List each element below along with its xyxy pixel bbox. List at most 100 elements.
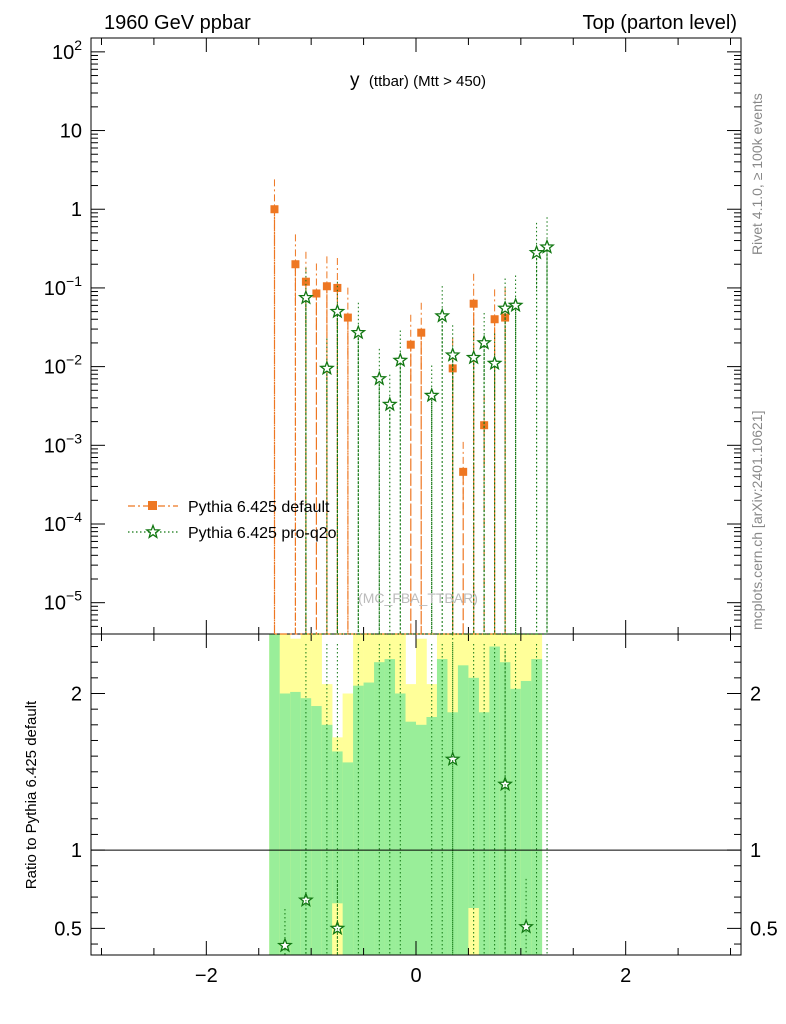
ratio-point-proq2o — [297, 891, 314, 908]
y-tick-label-main: 1 — [71, 199, 82, 221]
legend-proq2o-label: Pythia 6.425 pro-q2o — [188, 525, 337, 542]
data-point-proq2o — [444, 346, 461, 362]
y-tick-label-main: 10−1 — [44, 273, 82, 300]
data-point-proq2o — [476, 334, 493, 350]
data-point-default — [333, 283, 342, 292]
header-left-title: 1960 GeV ppbar — [104, 12, 251, 34]
ratio-series — [277, 634, 548, 955]
data-point-default — [459, 467, 468, 476]
data-point-proq2o — [539, 238, 555, 254]
band-green-bin — [520, 680, 532, 955]
ratio-y-axis-label: Ratio to Pythia 6.425 default — [23, 700, 40, 889]
band-green-bin — [436, 659, 448, 955]
data-point-proq2o — [465, 349, 482, 365]
legend-proq2o-marker — [145, 523, 161, 539]
analysis-label: (MC_FBA_TTBAR) — [358, 590, 478, 606]
band-green-bin — [290, 691, 301, 955]
data-point-default — [322, 282, 331, 291]
y-tick-label-main: 102 — [52, 37, 82, 64]
band-green-bin — [510, 688, 522, 955]
x-tick-label: −2 — [195, 965, 218, 987]
band-green-bin — [478, 712, 490, 955]
header-right-title: Top (parton level) — [582, 12, 737, 34]
data-point-proq2o — [434, 307, 451, 323]
y-tick-label-exponent: 2 — [74, 37, 82, 53]
data-point-default — [490, 315, 499, 324]
data-point-default — [270, 205, 279, 214]
band-green-bin — [531, 659, 543, 955]
data-point-proq2o — [297, 289, 314, 305]
y-tick-label-base: 10 — [44, 435, 66, 457]
y-tick-label-main: 10−3 — [44, 430, 82, 457]
y-tick-label-exponent: −4 — [66, 509, 82, 525]
y-tick-label-base: 10 — [44, 357, 66, 379]
legend-default-marker — [148, 501, 157, 510]
y-tick-label-base: 10 — [44, 593, 66, 615]
band-green-bin — [405, 721, 417, 955]
y-tick-label-ratio-right: 1 — [750, 840, 761, 862]
band-green-bin — [363, 682, 375, 955]
data-series — [270, 179, 555, 635]
data-point-proq2o — [371, 370, 388, 386]
x-tick-label: 0 — [410, 965, 421, 987]
y-tick-label-base: 10 — [44, 514, 66, 536]
plot-title-main: y — [350, 70, 360, 91]
legend: Pythia 6.425 default Pythia 6.425 pro-q2… — [128, 499, 337, 542]
ratio-point-proq2o — [329, 920, 346, 936]
y-tick-label-base: 10 — [52, 42, 74, 64]
plot-title-small: (ttbar) (Mtt > 450) — [369, 73, 486, 90]
y-tick-label-base: 10 — [44, 278, 66, 300]
data-point-default — [469, 299, 478, 308]
y-tick-label-main: 10 — [60, 121, 82, 143]
y-tick-label-ratio-right: 0.5 — [750, 918, 778, 940]
ratio-point-proq2o — [497, 775, 514, 792]
band-green-bin — [311, 706, 322, 955]
y-tick-label-ratio: 1 — [71, 840, 82, 862]
main-panel-frame — [90, 37, 742, 635]
y-tick-label-base: 10 — [60, 121, 82, 143]
band-green-bin — [426, 716, 438, 955]
ratio-uncertainty-band — [269, 634, 543, 955]
rivet-version-label: Rivet 4.1.0, ≥ 100k events — [749, 93, 765, 255]
y-tick-label-main: 10−4 — [44, 509, 82, 536]
y-tick-label-base: 1 — [71, 199, 82, 221]
ratio-point-proq2o — [518, 918, 535, 934]
band-green-bin — [321, 724, 333, 955]
ratio-point-proq2o — [277, 937, 293, 953]
data-point-default — [312, 289, 321, 298]
band-green-bin — [342, 762, 354, 955]
x-tick-label: 2 — [620, 965, 631, 987]
band-green-bin — [269, 634, 281, 955]
y-tick-label-exponent: −1 — [66, 273, 82, 289]
data-point-proq2o — [381, 396, 398, 412]
data-point-proq2o — [350, 324, 367, 340]
data-point-proq2o — [392, 352, 409, 368]
y-tick-label-ratio: 2 — [71, 684, 82, 706]
ratio-point-proq2o — [444, 750, 461, 766]
data-point-default — [301, 277, 310, 286]
data-point-proq2o — [528, 244, 545, 260]
data-point-default — [406, 340, 415, 349]
band-green-bin — [384, 659, 396, 955]
y-tick-label-ratio-right: 2 — [750, 684, 761, 706]
data-point-default — [291, 260, 300, 269]
y-tick-label-exponent: −3 — [66, 430, 82, 446]
data-point-default — [417, 328, 426, 337]
mcplots-label: mcplots.cern.ch [arXiv:2401.10621] — [749, 411, 765, 630]
band-green-bin — [416, 724, 427, 955]
band-green-bin — [447, 712, 459, 955]
band-green-bin — [279, 693, 291, 955]
plot-title: y (ttbar) (Mtt > 450) — [350, 70, 486, 91]
band-yellow-low-bin — [468, 908, 479, 955]
band-green-bin — [457, 665, 469, 955]
y-tick-label-exponent: −2 — [66, 352, 82, 368]
band-green-bin — [300, 698, 312, 955]
data-point-proq2o — [507, 297, 524, 313]
legend-default-label: Pythia 6.425 default — [188, 499, 330, 516]
data-point-proq2o — [497, 300, 514, 316]
data-point-default — [343, 313, 352, 322]
y-tick-label-exponent: −5 — [66, 588, 82, 604]
y-tick-label-ratio: 0.5 — [54, 918, 82, 940]
y-tick-label-main: 10−2 — [44, 352, 82, 379]
